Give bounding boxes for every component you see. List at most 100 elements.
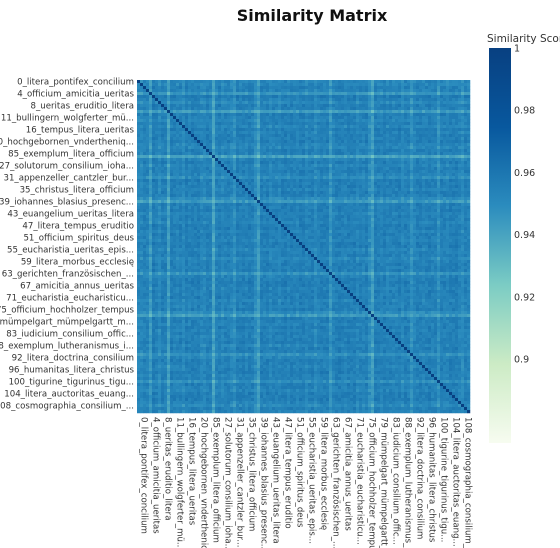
heatmap-cell — [353, 83, 357, 87]
heatmap-cell — [353, 200, 357, 204]
heatmap-cell — [263, 206, 267, 210]
heatmap-cell — [314, 149, 318, 153]
heatmap-cell — [281, 146, 285, 150]
heatmap-cell — [452, 212, 456, 216]
heatmap-cell — [353, 140, 357, 144]
heatmap-cell — [140, 155, 144, 159]
heatmap-cell — [290, 128, 294, 132]
heatmap-cell — [167, 107, 171, 111]
heatmap-cell — [263, 125, 267, 129]
heatmap-cell — [461, 155, 465, 159]
heatmap-cell — [455, 98, 459, 102]
heatmap-cell — [329, 167, 333, 171]
heatmap-cell — [464, 131, 468, 135]
heatmap-cell — [206, 143, 210, 147]
heatmap-cell — [173, 194, 177, 198]
heatmap-cell — [368, 86, 372, 90]
heatmap-cell — [416, 209, 420, 213]
heatmap-cell — [197, 107, 201, 111]
heatmap-cell — [404, 161, 408, 165]
heatmap-cell — [419, 203, 423, 207]
heatmap-cell — [431, 164, 435, 168]
heatmap-cell — [239, 92, 243, 96]
heatmap-cell — [341, 164, 345, 168]
heatmap-cell — [437, 92, 441, 96]
heatmap-cell — [200, 143, 204, 147]
heatmap-cell — [137, 209, 141, 213]
heatmap-cell — [350, 152, 354, 156]
heatmap-cell — [368, 209, 372, 213]
heatmap-cell — [296, 167, 300, 171]
heatmap-cell — [176, 101, 180, 105]
heatmap-cell — [152, 80, 156, 84]
heatmap-cell — [251, 134, 255, 138]
heatmap-cell — [365, 161, 369, 165]
heatmap-cell — [350, 179, 354, 183]
heatmap-cell — [380, 110, 384, 114]
heatmap-cell — [221, 149, 225, 153]
heatmap-cell — [302, 152, 306, 156]
heatmap-cell — [194, 209, 198, 213]
heatmap-cell — [407, 80, 411, 84]
heatmap-cell — [344, 173, 348, 177]
heatmap-cell — [140, 89, 144, 93]
heatmap-cell — [467, 128, 471, 132]
heatmap-cell — [278, 143, 282, 147]
heatmap-cell — [344, 92, 348, 96]
heatmap-cell — [227, 116, 231, 120]
heatmap-cell — [188, 149, 192, 153]
heatmap-cell — [182, 128, 186, 132]
heatmap-cell — [314, 167, 318, 171]
heatmap-cell — [377, 194, 381, 198]
heatmap-cell — [200, 134, 204, 138]
heatmap-cell — [308, 179, 312, 183]
heatmap-cell — [365, 158, 369, 162]
heatmap-cell — [464, 197, 468, 201]
heatmap-cell — [176, 107, 180, 111]
heatmap-cell — [410, 143, 414, 147]
heatmap-cell — [374, 161, 378, 165]
heatmap-cell — [281, 188, 285, 192]
heatmap-cell — [383, 86, 387, 90]
heatmap-cell — [419, 200, 423, 204]
heatmap-cell — [299, 125, 303, 129]
heatmap-cell — [383, 155, 387, 159]
heatmap-cell — [410, 146, 414, 150]
heatmap-cell — [380, 98, 384, 102]
heatmap-cell — [137, 212, 141, 216]
heatmap-cell — [398, 209, 402, 213]
heatmap-cell — [152, 173, 156, 177]
heatmap-cell — [239, 131, 243, 135]
heatmap-cell — [371, 98, 375, 102]
heatmap-cell — [233, 86, 237, 90]
heatmap-cell — [443, 80, 447, 84]
heatmap-cell — [224, 203, 228, 207]
heatmap-cell — [191, 143, 195, 147]
heatmap-cell — [137, 95, 141, 99]
heatmap-cell — [446, 86, 450, 90]
heatmap-cell — [461, 80, 465, 84]
heatmap-cell — [137, 197, 141, 201]
heatmap-cell — [296, 89, 300, 93]
heatmap-cell — [362, 170, 366, 174]
heatmap-cell — [320, 83, 324, 87]
heatmap-cell — [362, 101, 366, 105]
heatmap-cell — [266, 155, 270, 159]
heatmap-cell — [383, 161, 387, 165]
heatmap-cell — [284, 125, 288, 129]
heatmap-cell — [284, 185, 288, 189]
heatmap-cell — [236, 197, 240, 201]
heatmap-cell — [317, 80, 321, 84]
heatmap-cell — [272, 95, 276, 99]
heatmap-cell — [365, 95, 369, 99]
heatmap-cell — [293, 158, 297, 162]
heatmap-cell — [257, 104, 261, 108]
heatmap-cell — [248, 191, 252, 195]
heatmap-cell — [260, 89, 264, 93]
heatmap-cell — [173, 140, 177, 144]
heatmap-cell — [251, 125, 255, 129]
heatmap-cell — [209, 116, 213, 120]
heatmap-cell — [296, 107, 300, 111]
heatmap-cell — [425, 92, 429, 96]
heatmap-cell — [332, 110, 336, 114]
